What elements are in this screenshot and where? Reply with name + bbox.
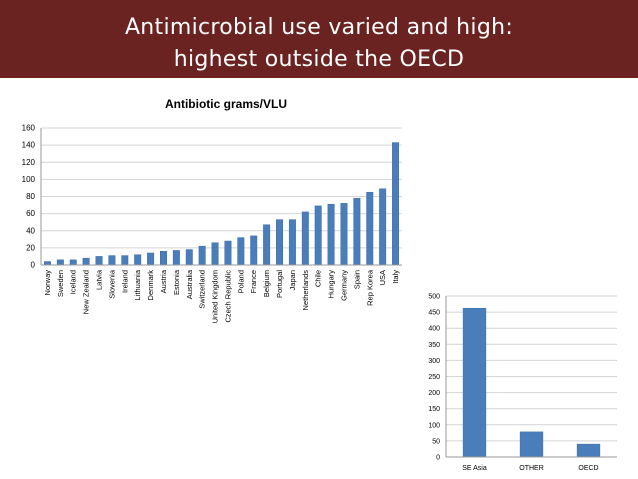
bar [462,307,487,458]
x-category-label: Latvia [95,269,104,290]
title-banner: Antimicrobial use varied and high: highe… [0,0,638,78]
y-tick-label: 100 [428,422,440,429]
y-tick-label: 60 [26,209,35,218]
bar [519,431,544,458]
y-tick-label: 300 [428,358,440,365]
x-category-label: Denmark [146,270,155,301]
chart-title: Antibiotic grams/VLU [165,97,287,111]
y-tick-label: 160 [22,124,36,133]
x-category-label: United Kingdom [211,270,220,323]
x-category-label: SE Asia [462,465,487,472]
y-tick-label: 200 [428,390,440,397]
x-category-label: Spain [352,270,361,289]
y-tick-label: 400 [428,326,440,333]
x-category-label: Switzerland [198,270,207,309]
x-category-label: OTHER [519,465,544,472]
x-category-label: Australia [185,269,194,299]
x-category-label: Japan [288,270,297,290]
x-category-label: Slovenia [107,269,116,299]
x-category-label: Estonia [172,269,181,295]
x-category-label: Czech Republic [223,270,232,323]
x-category-label: Iceland [69,270,78,294]
x-category-label: Ireland [120,270,129,293]
bar [576,443,601,458]
x-category-label: Lithuania [133,269,142,300]
slide-title-line-2: highest outside the OECD [173,47,465,72]
y-tick-label: 120 [22,158,36,167]
x-category-label: New Zealand [82,270,91,314]
y-tick-label: 350 [428,342,440,349]
x-category-label: Portugal [275,270,284,298]
x-category-label: Netherlands [301,270,310,311]
x-category-label: Chile [314,270,323,287]
y-tick-label: 150 [428,406,440,413]
x-category-label: Rep Korea [365,269,374,306]
x-category-label: Sweden [56,270,65,297]
x-category-label: Germany [339,270,348,301]
x-category-label: Italy [391,270,400,284]
y-tick-label: 40 [26,226,35,235]
y-tick-label: 80 [26,192,35,201]
x-category-label: Norway [43,270,52,296]
y-tick-label: 100 [22,175,36,184]
y-tick-label: 0 [436,455,440,462]
y-tick-label: 50 [432,438,440,445]
x-category-label: USA [378,270,387,285]
y-tick-label: 0 [31,261,36,270]
x-category-label: Hungary [327,270,336,299]
y-tick-label: 140 [22,141,36,150]
y-tick-label: 500 [428,294,440,301]
x-category-label: Austria [159,269,168,293]
y-tick-label: 250 [428,374,440,381]
x-category-label: France [249,270,258,293]
x-category-label: Poland [236,270,245,293]
y-tick-label: 20 [26,243,35,252]
x-category-label: Belgium [262,270,271,297]
slide-title-line-1: Antimicrobial use varied and high: [124,15,514,40]
x-category-label: OECD [578,465,598,472]
y-tick-label: 450 [428,310,440,317]
